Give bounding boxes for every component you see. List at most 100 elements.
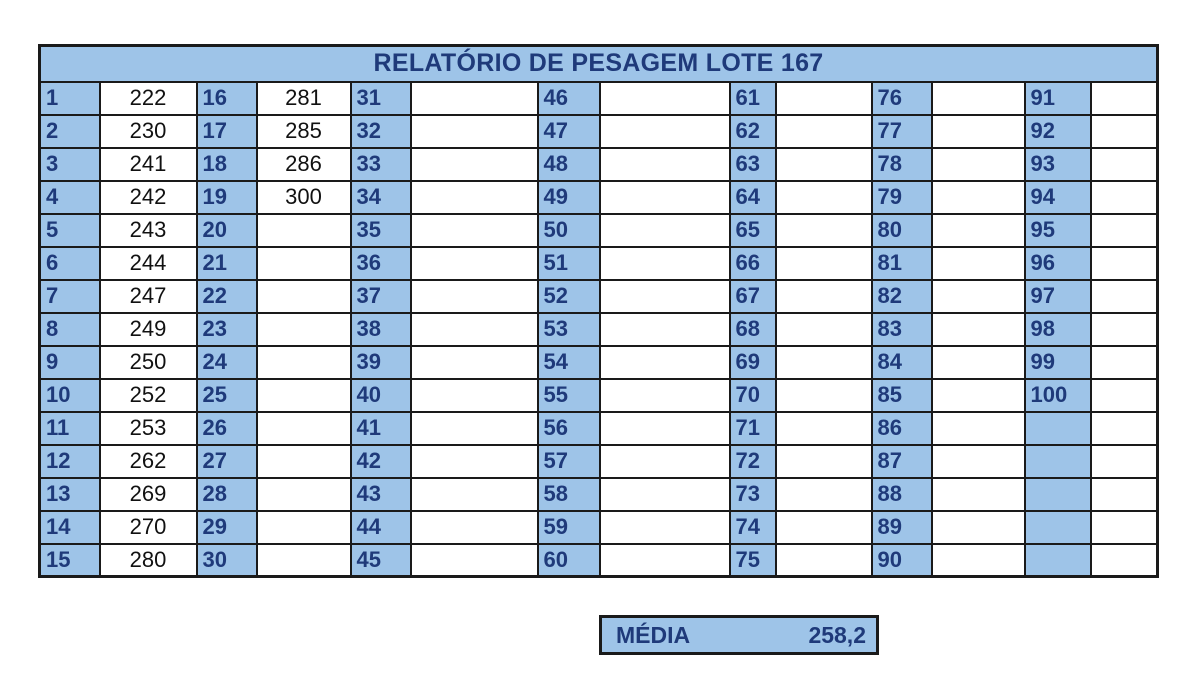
entry-number: 74 — [728, 509, 777, 545]
weight-value — [598, 377, 731, 413]
weight-value — [598, 476, 731, 512]
weight-value — [930, 542, 1026, 578]
entry-number: 67 — [728, 278, 777, 314]
weight-value — [774, 311, 873, 347]
weight-value — [930, 443, 1026, 479]
table-row: 10 252 25 40 55 70 85 100 — [38, 377, 1159, 413]
table-row: 1 222 16 281 31 46 61 76 91 — [38, 80, 1159, 116]
entry-number: 28 — [195, 476, 258, 512]
weight-value — [409, 245, 539, 281]
weight-value — [409, 344, 539, 380]
weight-value — [1089, 476, 1159, 512]
entry-number: 24 — [195, 344, 258, 380]
weight-value: 249 — [98, 311, 198, 347]
table-row: 7 247 22 37 52 67 82 97 — [38, 278, 1159, 314]
weight-value — [409, 311, 539, 347]
weight-value — [409, 509, 539, 545]
weight-value — [930, 179, 1026, 215]
weight-value — [930, 311, 1026, 347]
entry-number: 32 — [349, 113, 412, 149]
entry-number — [1023, 476, 1092, 512]
entry-number: 93 — [1023, 146, 1092, 182]
weight-value — [930, 410, 1026, 446]
entry-number: 81 — [870, 245, 933, 281]
weight-value: 253 — [98, 410, 198, 446]
weight-value: 300 — [255, 179, 352, 215]
entry-number: 82 — [870, 278, 933, 314]
weight-value — [774, 476, 873, 512]
entry-number: 45 — [349, 542, 412, 578]
entry-number: 14 — [38, 509, 101, 545]
weight-value — [930, 80, 1026, 116]
entry-number: 12 — [38, 443, 101, 479]
entry-number: 27 — [195, 443, 258, 479]
table-row: 6 244 21 36 51 66 81 96 — [38, 245, 1159, 281]
weight-value — [409, 80, 539, 116]
weight-value — [598, 113, 731, 149]
entry-number: 99 — [1023, 344, 1092, 380]
weight-value — [1089, 542, 1159, 578]
entry-number: 33 — [349, 146, 412, 182]
entry-number: 40 — [349, 377, 412, 413]
entry-number: 57 — [536, 443, 601, 479]
entry-number: 20 — [195, 212, 258, 248]
weight-value: 252 — [98, 377, 198, 413]
weight-value: 247 — [98, 278, 198, 314]
entry-number: 80 — [870, 212, 933, 248]
weight-value — [774, 179, 873, 215]
weight-value: 250 — [98, 344, 198, 380]
entry-number: 53 — [536, 311, 601, 347]
weight-value — [598, 344, 731, 380]
weight-value — [409, 113, 539, 149]
weight-value — [598, 542, 731, 578]
entry-number: 6 — [38, 245, 101, 281]
entry-number: 17 — [195, 113, 258, 149]
weight-value — [255, 311, 352, 347]
weight-value: 280 — [98, 542, 198, 578]
table-row: 11 253 26 41 56 71 86 — [38, 410, 1159, 446]
table-row: 12 262 27 42 57 72 87 — [38, 443, 1159, 479]
weight-value — [409, 377, 539, 413]
entry-number: 46 — [536, 80, 601, 116]
entry-number: 13 — [38, 476, 101, 512]
entry-number: 37 — [349, 278, 412, 314]
weight-value: 285 — [255, 113, 352, 149]
weight-value: 244 — [98, 245, 198, 281]
table-row: 9 250 24 39 54 69 84 99 — [38, 344, 1159, 380]
entry-number: 71 — [728, 410, 777, 446]
weight-value — [774, 542, 873, 578]
entry-number: 10 — [38, 377, 101, 413]
entry-number — [1023, 443, 1092, 479]
entry-number: 98 — [1023, 311, 1092, 347]
entry-number: 3 — [38, 146, 101, 182]
entry-number: 47 — [536, 113, 601, 149]
entry-number: 25 — [195, 377, 258, 413]
entry-number: 39 — [349, 344, 412, 380]
weight-value: 243 — [98, 212, 198, 248]
weight-value — [930, 377, 1026, 413]
table-row: 13 269 28 43 58 73 88 — [38, 476, 1159, 512]
entry-number: 36 — [349, 245, 412, 281]
weight-value — [409, 410, 539, 446]
entry-number: 79 — [870, 179, 933, 215]
weight-value: 270 — [98, 509, 198, 545]
weight-value — [598, 443, 731, 479]
weight-value — [774, 80, 873, 116]
entry-number: 15 — [38, 542, 101, 578]
weight-value — [1089, 212, 1159, 248]
entry-number — [1023, 410, 1092, 446]
entry-number: 51 — [536, 245, 601, 281]
average-box: MÉDIA 258,2 — [599, 615, 879, 655]
entry-number: 61 — [728, 80, 777, 116]
entry-number: 54 — [536, 344, 601, 380]
entry-number: 94 — [1023, 179, 1092, 215]
entry-number: 41 — [349, 410, 412, 446]
entry-number: 30 — [195, 542, 258, 578]
weight-value — [255, 410, 352, 446]
entry-number: 42 — [349, 443, 412, 479]
entry-number: 73 — [728, 476, 777, 512]
table-row: 15 280 30 45 60 75 90 — [38, 542, 1159, 578]
entry-number: 23 — [195, 311, 258, 347]
weight-value — [409, 278, 539, 314]
weight-value — [774, 146, 873, 182]
